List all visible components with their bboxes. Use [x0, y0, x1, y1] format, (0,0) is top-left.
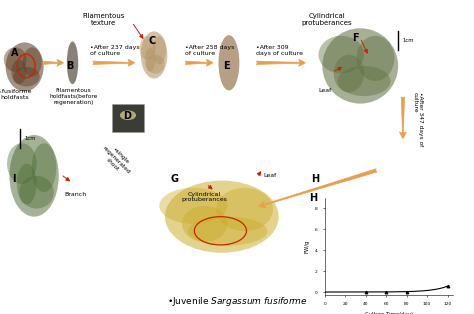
Text: F: F [352, 33, 359, 43]
Text: H: H [311, 174, 319, 184]
Ellipse shape [319, 36, 364, 73]
Text: S.fusiforme
holdfasts: S.fusiforme holdfasts [0, 89, 32, 100]
Text: •After 347 days of
culture: •After 347 days of culture [412, 92, 423, 146]
Text: Filamentous
texture: Filamentous texture [82, 13, 125, 25]
Text: •After 258 days
of culture: •After 258 days of culture [185, 45, 234, 56]
Text: •After 237 days
of culture: •After 237 days of culture [90, 45, 140, 56]
Ellipse shape [141, 31, 167, 78]
Ellipse shape [11, 60, 27, 84]
Text: 1cm: 1cm [25, 136, 36, 141]
X-axis label: Culture Time(day): Culture Time(day) [365, 312, 413, 314]
Ellipse shape [334, 55, 364, 92]
Ellipse shape [322, 28, 398, 104]
Text: Cylindrical
protuberances: Cylindrical protuberances [181, 192, 227, 202]
Ellipse shape [356, 36, 394, 81]
Ellipse shape [19, 176, 54, 208]
Text: H: H [310, 193, 318, 203]
Ellipse shape [6, 42, 44, 91]
Ellipse shape [182, 206, 228, 242]
Ellipse shape [153, 36, 166, 64]
Ellipse shape [145, 48, 155, 72]
Ellipse shape [159, 188, 228, 224]
Text: Leaf: Leaf [318, 88, 331, 93]
Ellipse shape [146, 55, 164, 74]
Text: A: A [10, 48, 18, 58]
Text: G: G [171, 174, 178, 184]
Text: I: I [12, 174, 16, 184]
Text: 1cm: 1cm [403, 38, 414, 43]
Text: E: E [223, 61, 230, 71]
Ellipse shape [32, 143, 56, 192]
Ellipse shape [165, 181, 279, 253]
Ellipse shape [23, 47, 42, 77]
Ellipse shape [7, 143, 36, 184]
FancyBboxPatch shape [112, 104, 144, 132]
Ellipse shape [67, 41, 78, 84]
Text: Branch: Branch [65, 192, 87, 197]
Ellipse shape [17, 164, 36, 204]
Text: D: D [123, 111, 131, 121]
Ellipse shape [120, 111, 136, 120]
Text: Filamentous
holdfasts(before
regeneration): Filamentous holdfasts(before regeneratio… [49, 88, 98, 105]
Text: •single
regenerated
shoot: •single regenerated shoot [97, 141, 135, 179]
Ellipse shape [13, 67, 40, 86]
Text: •After 309
days of culture: •After 309 days of culture [256, 45, 303, 56]
Text: B: B [66, 61, 74, 71]
Ellipse shape [4, 47, 27, 72]
Ellipse shape [139, 36, 155, 60]
Y-axis label: FW/g: FW/g [304, 240, 310, 253]
Ellipse shape [216, 188, 273, 231]
Ellipse shape [337, 66, 391, 96]
Text: •Juvenile $\it{Sargassum\ fusiforme}$: •Juvenile $\it{Sargassum\ fusiforme}$ [166, 295, 308, 308]
Text: Leaf: Leaf [263, 173, 276, 178]
Ellipse shape [188, 217, 267, 246]
Text: Cylindrical
protuberances: Cylindrical protuberances [302, 13, 352, 25]
Text: C: C [148, 36, 155, 46]
Ellipse shape [9, 135, 59, 217]
Ellipse shape [219, 35, 239, 90]
